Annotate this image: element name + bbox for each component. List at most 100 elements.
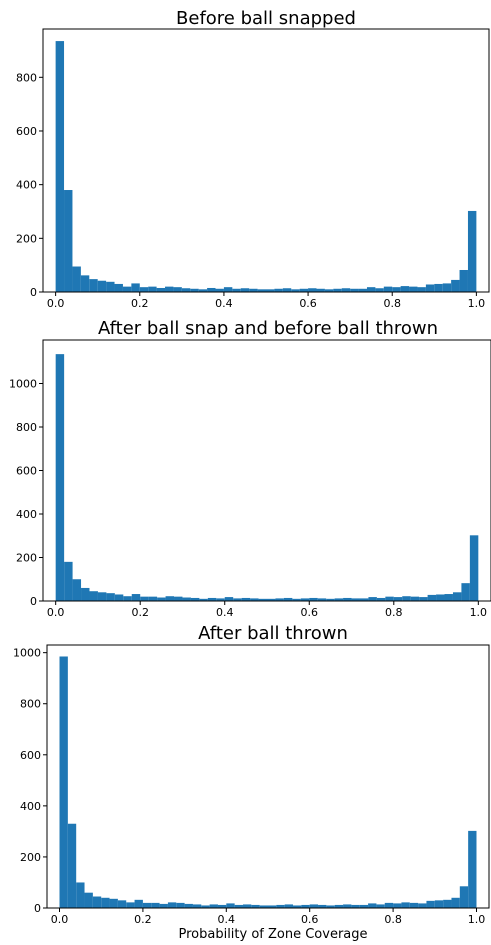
chart-title-after-snap: After ball snap and before ball thrown	[98, 318, 438, 339]
x-tick-label: 1.0	[470, 606, 488, 619]
histogram-panel-after-snap: After ball snap and before ball thrown 0…	[9, 318, 491, 619]
histogram-bar	[131, 594, 141, 601]
histogram-bar	[309, 597, 318, 601]
histogram-bar	[176, 902, 185, 908]
y-ticks-after-snap: 0 200 400 600 800 1000	[9, 378, 43, 608]
histogram-bar	[181, 288, 191, 292]
histogram-bar	[351, 904, 360, 908]
x-tick-label: 0.6	[299, 297, 317, 310]
axes-frame-after-throw	[46, 644, 490, 909]
histogram-bar	[409, 902, 419, 908]
histogram-bar	[156, 287, 166, 292]
histogram-bar	[383, 286, 393, 292]
histogram-bar	[434, 900, 444, 908]
y-tick-label: 200	[20, 851, 41, 864]
histogram-bar	[242, 904, 252, 908]
histogram-bar	[393, 597, 403, 601]
histogram-bar	[333, 288, 342, 292]
histogram-bar	[114, 594, 124, 601]
histogram-bar	[139, 287, 149, 292]
x-tick-label: 0.2	[131, 606, 149, 619]
x-tick-label: 0.8	[383, 297, 401, 310]
histogram-bar	[109, 898, 118, 908]
y-tick-label: 600	[16, 125, 37, 138]
histogram-bar	[198, 289, 208, 292]
histogram-bar	[173, 287, 182, 292]
y-ticks-after-throw: 0 200 400 600 800 1000	[13, 647, 47, 915]
histogram-bar	[55, 354, 65, 601]
histogram-bar	[72, 579, 82, 601]
histogram-bar	[401, 902, 410, 908]
histogram-bar	[250, 598, 259, 601]
y-tick-label: 400	[16, 508, 37, 521]
y-tick-label: 200	[16, 232, 37, 245]
bars-after-throw	[59, 656, 477, 908]
x-tick-label: 0.2	[131, 297, 149, 310]
histogram-bar	[334, 904, 344, 908]
histogram-bar	[317, 598, 327, 601]
histogram-bar	[233, 598, 242, 601]
histogram-bar	[282, 288, 292, 292]
histogram-bar	[201, 905, 210, 908]
y-tick-label: 400	[20, 800, 41, 813]
histogram-bar	[64, 561, 73, 601]
histogram-bar	[358, 288, 367, 292]
histogram-bar	[234, 904, 243, 908]
histogram-bar	[291, 289, 300, 292]
histogram-bar	[359, 598, 369, 601]
histogram-bar	[276, 904, 285, 908]
histogram-bar	[426, 900, 435, 908]
histogram-bar	[249, 288, 258, 292]
histogram-bar	[215, 288, 224, 292]
y-tick-label: 1000	[13, 647, 41, 660]
histogram-bar	[350, 288, 359, 292]
histogram-bar	[89, 591, 98, 601]
x-tick-label: 0.0	[47, 606, 65, 619]
x-axis-label: Probability of Zone Coverage	[178, 927, 367, 942]
x-tick-label: 0.2	[134, 913, 152, 926]
histogram-bar	[182, 597, 191, 601]
histogram-bar	[67, 823, 77, 908]
histogram-bar	[444, 594, 453, 601]
histogram-bar	[284, 904, 294, 908]
histogram-bar	[436, 594, 445, 601]
histogram-bar	[359, 904, 369, 908]
histogram-bar	[190, 597, 200, 601]
histogram-bar	[275, 598, 284, 601]
histogram-bar	[417, 287, 426, 292]
histogram-bar	[59, 656, 68, 908]
histogram-bar	[148, 596, 158, 601]
x-ticks-before-snap: 0.0 0.2 0.4 0.6 0.8 1.0	[47, 292, 485, 310]
histogram-bar	[207, 287, 216, 292]
histogram-bar	[368, 597, 377, 601]
histogram-bar	[97, 280, 107, 292]
histogram-bar	[89, 279, 98, 292]
histogram-bar	[157, 597, 166, 601]
histogram-bar	[326, 598, 335, 601]
histogram-bar	[324, 289, 334, 292]
x-tick-label: 0.8	[384, 913, 402, 926]
y-tick-label: 1000	[9, 378, 37, 391]
histogram-bar	[190, 288, 199, 292]
histogram-bar	[251, 904, 260, 908]
histogram-bar	[114, 283, 123, 292]
histogram-bar	[316, 288, 325, 292]
histogram-bar	[123, 596, 132, 601]
histogram-bar	[375, 288, 384, 292]
histogram-bar	[259, 905, 268, 908]
histogram-bar	[224, 597, 234, 601]
histogram-panel-before-snap: Before ball snapped 0.0 0.2 0.4 0.6 0.8 1.0 0…	[16, 8, 490, 310]
x-tick-label: 0.4	[216, 606, 234, 619]
histogram-bar	[207, 597, 217, 601]
histogram-bar	[451, 897, 460, 908]
histogram-bar	[308, 288, 317, 292]
histogram-bar	[165, 286, 174, 292]
histogram-bar	[343, 904, 352, 908]
histogram-bar	[226, 903, 235, 908]
histogram-bar	[258, 598, 267, 601]
histogram-bar	[468, 830, 477, 908]
histogram-bar	[92, 896, 102, 908]
histogram-bar	[134, 899, 143, 908]
x-tick-label: 0.4	[215, 297, 233, 310]
x-tick-label: 0.6	[301, 606, 319, 619]
